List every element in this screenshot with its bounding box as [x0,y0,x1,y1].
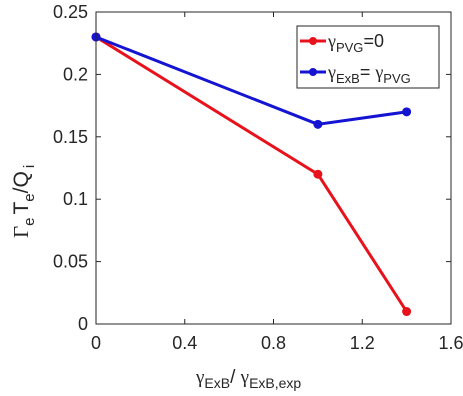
y-tick-label: 0.05 [53,252,88,272]
y-axis-label: ΓeTe/Q i [9,165,38,238]
x-tick-label: 0.8 [261,333,286,353]
y-tick-label: 0.1 [63,189,88,209]
legend-2-gamma2: γ [374,62,383,82]
xlabel-sub-1: ExB [204,375,230,391]
legend-1-gamma: γ [327,31,336,51]
xlabel-gamma-1: γ [195,367,204,388]
ylabel-sub-e1: e [21,218,38,226]
legend-marker-series-1 [309,37,317,45]
legend-2-sub: ExB [336,71,360,86]
xlabel-sub-2: ExB,exp [249,375,301,391]
legend-marker-series-2 [309,68,317,76]
legend-label-series-2: γExB= γPVG [327,62,411,86]
x-tick-label: 0 [91,333,101,353]
plot-frame [95,11,452,325]
x-tick-label: 1.2 [350,333,375,353]
axis-ticks: 0 0.4 0.8 1.2 1.6 0 0.05 0.1 0.15 0.2 0.25 [53,2,463,353]
y-tick-label: 0.25 [53,2,88,22]
legend-1-suffix: =0 [363,31,384,51]
y-tick-label: 0 [78,314,88,334]
series-2-point [313,119,323,129]
ylabel-slash-Q: /Q [10,171,33,193]
legend-box [296,25,440,89]
x-tick-label: 0.4 [172,333,197,353]
legend-2-mid: = [360,62,376,82]
legend-1-sub: PVG [336,40,363,55]
x-axis-label: γExB/ γExB,exp [195,367,301,391]
ylabel-gamma: Γ [9,226,33,238]
series-1-point [313,169,323,179]
series-2-point [402,107,412,117]
xlabel-gamma-2: γ [240,367,249,388]
xlabel-sep: / [230,367,241,388]
series-1-point [402,307,412,317]
data-series [91,32,412,317]
ylabel-sub-e2: e [21,193,38,201]
x-tick-label: 1.6 [438,333,463,353]
legend-label-series-1: γPVG=0 [327,31,384,55]
y-tick-label: 0.15 [53,127,88,147]
legend-2-sub2: PVG [383,71,410,86]
legend-2-gamma: γ [327,62,336,82]
y-tick-label: 0.2 [63,64,88,84]
ylabel-T: T [10,202,33,215]
legend: γPVG=0 γExB= γPVG [296,25,440,89]
ylabel-sub-i: i [21,165,38,168]
